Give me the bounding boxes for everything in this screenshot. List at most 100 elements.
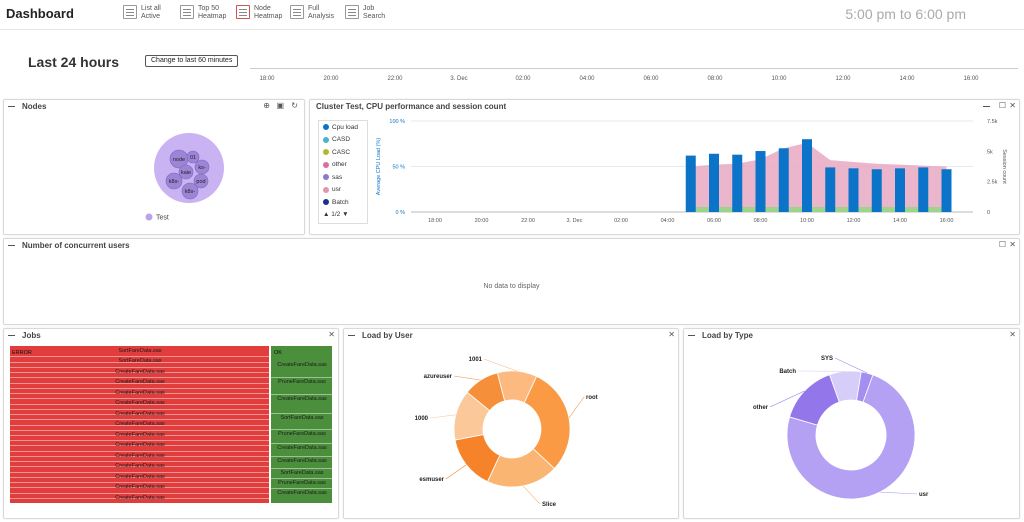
job-name[interactable]: CreateFareData.sas bbox=[115, 484, 165, 491]
cpu-bar[interactable] bbox=[778, 148, 789, 212]
job-row-divider bbox=[10, 366, 269, 368]
legend-label: Cpu load bbox=[332, 123, 359, 131]
legend-label[interactable]: Test bbox=[156, 215, 169, 222]
type-donut-chart: usr other Batch SYS bbox=[753, 356, 929, 500]
job-row-divider bbox=[271, 488, 332, 489]
save-icon[interactable]: ▣ bbox=[276, 101, 284, 110]
refresh-icon[interactable]: ↻ bbox=[291, 101, 298, 110]
node-heatmap-button[interactable]: Node Heatmap bbox=[236, 5, 282, 21]
job-row-divider bbox=[271, 443, 332, 444]
job-name[interactable]: CreateFareData.sas bbox=[115, 400, 165, 407]
job-name[interactable]: PruneFareData.sas bbox=[278, 480, 326, 486]
close-icon[interactable]: ✕ bbox=[1009, 101, 1016, 110]
job-name[interactable]: CreateFareData.sas bbox=[277, 458, 327, 464]
full-analysis-button[interactable]: Full Analysis bbox=[290, 5, 334, 21]
cpu-bar[interactable] bbox=[732, 154, 743, 212]
cpu-bar[interactable] bbox=[918, 167, 929, 212]
top50-heatmap-button[interactable]: Top 50 Heatmap bbox=[180, 5, 226, 21]
job-name[interactable]: CreateFareData.sas bbox=[115, 410, 165, 417]
minimize-icon[interactable] bbox=[348, 335, 355, 336]
casc-area[interactable] bbox=[690, 207, 947, 212]
job-name[interactable]: SortFareData.sas bbox=[118, 358, 162, 365]
minimize-icon[interactable] bbox=[8, 335, 15, 336]
chart-legend: Cpu load CASD CASC other sas usr Batch ▲ 1/2 ▼ bbox=[318, 120, 368, 224]
job-name[interactable]: PruneFareData.sas bbox=[278, 431, 326, 437]
job-row-divider bbox=[10, 471, 269, 473]
timeline-navigator[interactable]: 18:00 20:00 22:00 3. Dec 02:00 04:00 06:00 08:0… bbox=[250, 68, 1018, 88]
job-name[interactable]: SortFareData.sas bbox=[118, 348, 162, 354]
donut-slice[interactable] bbox=[786, 374, 916, 500]
job-name[interactable]: PruneFareData.sas bbox=[278, 379, 326, 385]
job-name[interactable]: CreateFareData.sas bbox=[115, 442, 165, 449]
donut-slice[interactable] bbox=[523, 375, 571, 470]
node-bubble[interactable] bbox=[165, 172, 183, 190]
timeline-tick: 06:00 bbox=[643, 76, 659, 82]
node-bubble[interactable] bbox=[193, 173, 209, 189]
legend-pager[interactable]: ▲ 1/2 ▼ bbox=[323, 211, 349, 219]
cpu-bar[interactable] bbox=[755, 151, 766, 212]
job-name[interactable]: CreateFareData.sas bbox=[115, 389, 165, 396]
job-name[interactable]: CreateFareData.sas bbox=[115, 431, 165, 438]
legend-item[interactable]: other bbox=[319, 159, 367, 172]
minimize-icon[interactable] bbox=[8, 245, 15, 246]
cpu-bar[interactable] bbox=[941, 169, 952, 212]
close-icon[interactable]: ✕ bbox=[1009, 330, 1016, 339]
cpu-bar[interactable] bbox=[871, 169, 882, 212]
job-row-divider bbox=[10, 393, 269, 395]
job-name[interactable]: CreateFareData.sas bbox=[277, 445, 327, 451]
add-icon[interactable]: ⊕ bbox=[263, 101, 270, 110]
job-name[interactable]: CreateFareData.sas bbox=[115, 421, 165, 428]
usr-area[interactable] bbox=[690, 142, 947, 212]
maximize-icon[interactable]: ☐ bbox=[998, 240, 1006, 249]
list-all-active-button[interactable]: List all Active bbox=[123, 5, 161, 21]
job-row-divider bbox=[10, 440, 269, 442]
cpu-bar[interactable] bbox=[685, 155, 696, 212]
node-bubble[interactable] bbox=[186, 150, 200, 164]
cpu-bar[interactable] bbox=[848, 168, 859, 212]
change-range-button[interactable]: Change to last 60 minutes bbox=[145, 55, 239, 67]
job-name[interactable]: CreateFareData.sas bbox=[115, 368, 165, 375]
cpu-bar[interactable] bbox=[709, 153, 719, 212]
minimize-icon[interactable] bbox=[983, 106, 990, 107]
minimize-icon[interactable] bbox=[8, 106, 15, 107]
job-name[interactable]: CreateFareData.sas bbox=[277, 396, 327, 402]
error-jobs-block[interactable]: ERROR SortFareData.sas SortFareData.sas Cr… bbox=[10, 346, 269, 503]
label-connector bbox=[568, 396, 585, 419]
cpu-bar[interactable] bbox=[802, 139, 812, 212]
node-bubble[interactable] bbox=[181, 182, 199, 200]
job-row-divider bbox=[10, 497, 269, 499]
node-label: k8s- bbox=[169, 179, 180, 185]
node-bubble[interactable] bbox=[178, 164, 194, 180]
donut-slice[interactable] bbox=[496, 370, 538, 404]
legend-item[interactable]: usr bbox=[319, 184, 367, 197]
cpu-bar[interactable] bbox=[825, 167, 836, 212]
slice-label: esmuser bbox=[419, 477, 444, 483]
job-name[interactable]: CreateFareData.sas bbox=[277, 362, 327, 368]
y2-axis-label: Session count bbox=[1001, 149, 1007, 184]
donut-slice[interactable] bbox=[856, 371, 874, 403]
close-icon[interactable]: ✕ bbox=[668, 330, 675, 339]
job-name[interactable]: CreateFareData.sas bbox=[115, 473, 165, 480]
time-range[interactable]: 5:00 pm to 6:00 pm bbox=[845, 6, 966, 22]
close-icon[interactable]: ✕ bbox=[1009, 240, 1016, 249]
maximize-icon[interactable]: ☐ bbox=[998, 101, 1006, 110]
ok-jobs-block[interactable]: OK CreateFareData.sas PruneFareData.sas Cr… bbox=[271, 346, 332, 503]
minimize-icon[interactable] bbox=[688, 335, 695, 336]
legend-item[interactable]: Cpu load bbox=[319, 121, 367, 134]
close-icon[interactable]: ✕ bbox=[328, 330, 335, 339]
concurrent-users-panel: Number of concurrent users ☐ ✕ No data t… bbox=[3, 238, 1020, 325]
job-search-button[interactable]: Job Search bbox=[345, 5, 385, 21]
legend-item[interactable]: CASD bbox=[319, 134, 367, 147]
job-name[interactable]: CreateFareData.sas bbox=[115, 463, 165, 470]
job-name[interactable]: SortFareData.sas bbox=[280, 415, 324, 421]
legend-item[interactable]: Batch bbox=[319, 196, 367, 209]
cpu-bar[interactable] bbox=[895, 168, 905, 212]
job-name[interactable]: CreateFareData.sas bbox=[115, 452, 165, 459]
job-name[interactable]: SortFareData.sas bbox=[280, 470, 324, 476]
legend-item[interactable]: sas bbox=[319, 171, 367, 184]
job-name[interactable]: CreateFareData.sas bbox=[277, 490, 327, 496]
y2-tick-label: 5k bbox=[987, 149, 993, 155]
job-name[interactable]: CreateFareData.sas bbox=[115, 494, 165, 501]
job-name[interactable]: CreateFareData.sas bbox=[115, 379, 165, 386]
legend-item[interactable]: CASC bbox=[319, 146, 367, 159]
